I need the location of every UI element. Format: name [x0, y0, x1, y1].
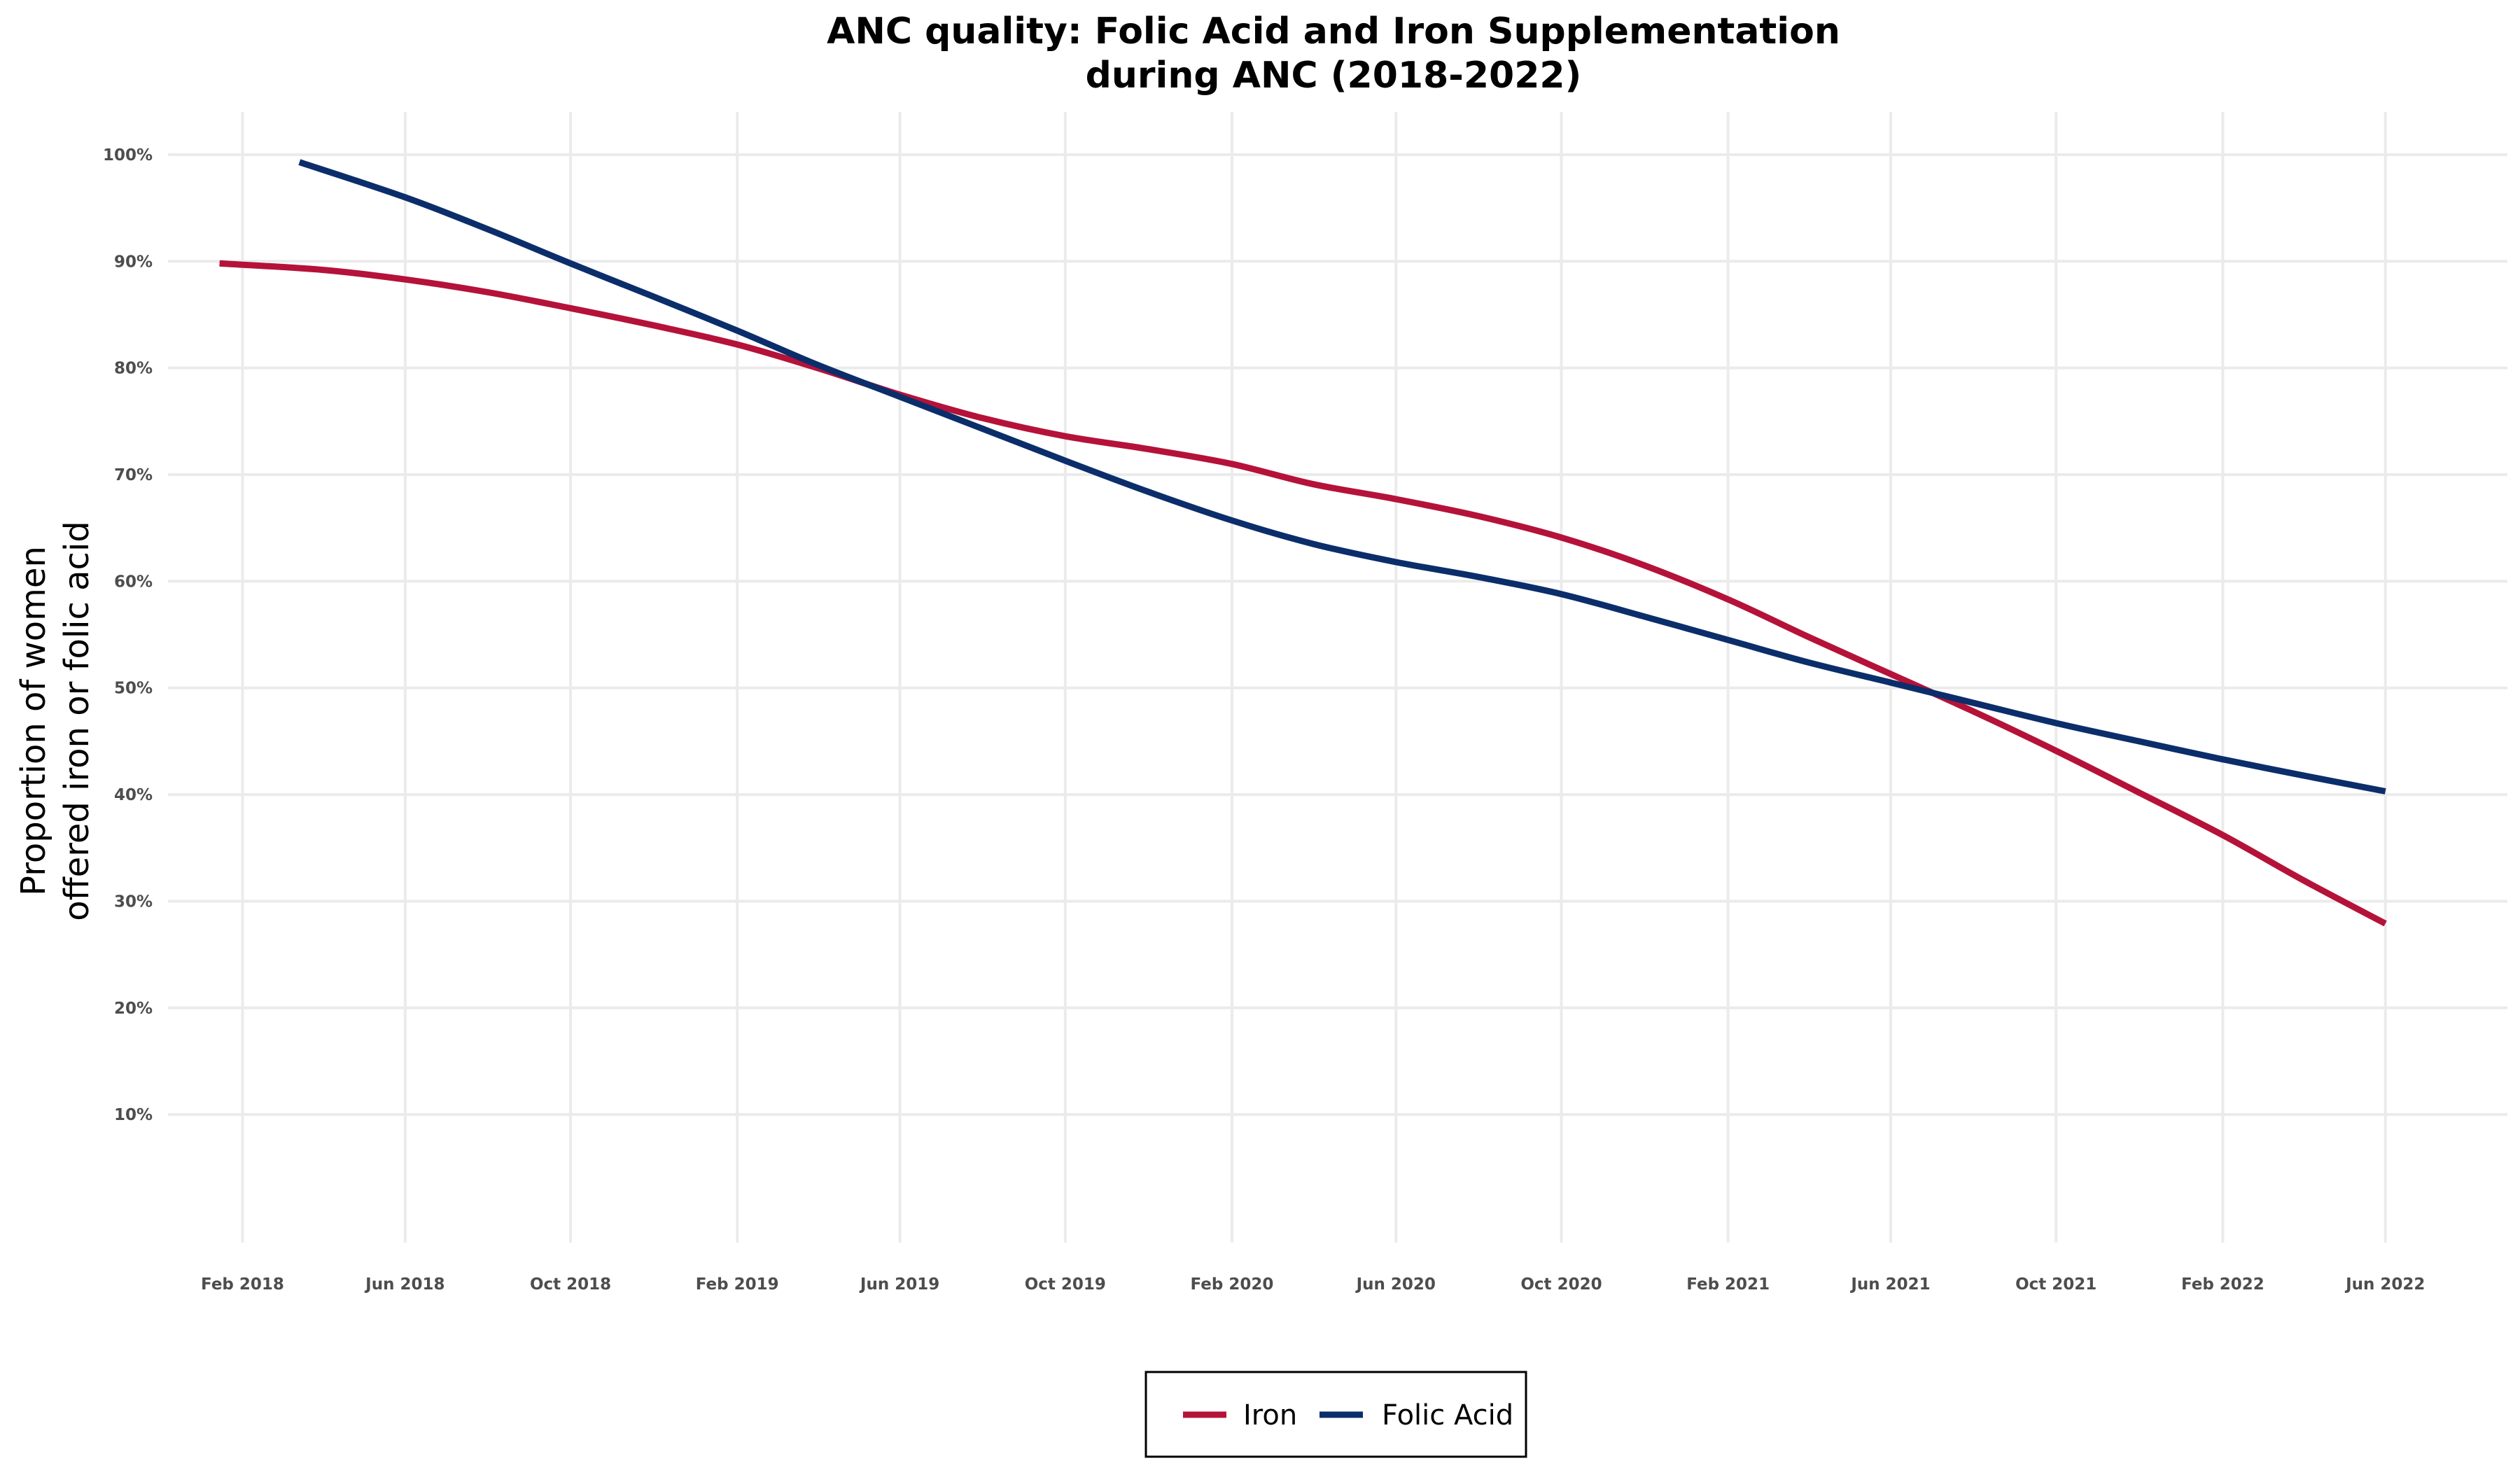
y-axis-label-line-1: Proportion of women — [14, 546, 53, 896]
y-tick-label: 20% — [114, 1000, 153, 1018]
x-tick-label: Feb 2019 — [696, 1275, 779, 1294]
chart-title-line-2: during ANC (2018-2022) — [1086, 55, 1582, 97]
y-tick-label: 60% — [114, 573, 153, 591]
x-tick-label: Jun 2021 — [1849, 1275, 1930, 1294]
x-tick-label: Jun 2019 — [859, 1275, 939, 1294]
x-tick-label: Oct 2021 — [2015, 1275, 2096, 1294]
y-axis-label: Proportion of women offered iron or foli… — [14, 521, 97, 921]
y-gridlines — [168, 153, 2507, 1116]
legend-label-folic-acid: Folic Acid — [1382, 1399, 1513, 1432]
plot-area — [168, 112, 2507, 1242]
x-tick-label: Feb 2018 — [201, 1275, 284, 1294]
x-tick-label: Jun 2018 — [364, 1275, 444, 1294]
y-axis-label-line-2: offered iron or folic acid — [57, 521, 97, 921]
legend: Iron Folic Acid — [1144, 1371, 1527, 1458]
y-tick-label: 80% — [114, 360, 153, 378]
y-tick-label: 10% — [114, 1106, 153, 1124]
y-tick-label: 90% — [114, 253, 153, 271]
x-tick-label: Feb 2022 — [2181, 1275, 2264, 1294]
chart-title-line-1: ANC quality: Folic Acid and Iron Supplem… — [827, 10, 1840, 52]
series-line-folic-acid — [298, 159, 2386, 794]
y-tick-label: 100% — [103, 146, 153, 164]
x-gridlines — [241, 112, 2387, 1242]
x-axis-tick-labels: Feb 2018 Jun 2018 Oct 2018 Feb 2019 Jun 2019… — [201, 1275, 2425, 1294]
x-tick-label: Oct 2019 — [1025, 1275, 1106, 1294]
x-tick-label: Oct 2020 — [1520, 1275, 1602, 1294]
x-tick-label: Jun 2022 — [2344, 1275, 2425, 1294]
y-tick-label: 70% — [114, 466, 153, 484]
series-line-iron — [219, 260, 2387, 927]
legend-label-iron: Iron — [1243, 1399, 1297, 1432]
x-tick-label: Feb 2020 — [1191, 1275, 1274, 1294]
x-tick-label: Oct 2018 — [530, 1275, 611, 1294]
x-tick-label: Feb 2021 — [1686, 1275, 1770, 1294]
series-lines — [219, 159, 2387, 927]
y-tick-label: 50% — [114, 680, 153, 698]
x-tick-label: Jun 2020 — [1355, 1275, 1436, 1294]
y-axis-tick-labels: 10% 20% 30% 40% 50% 60% 70% 80% 90% 100% — [103, 146, 153, 1124]
y-tick-label: 40% — [114, 786, 153, 804]
y-tick-label: 30% — [114, 892, 153, 911]
